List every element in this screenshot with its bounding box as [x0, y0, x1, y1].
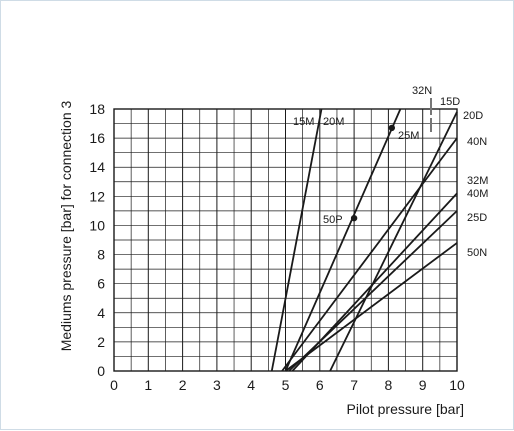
series-label: 25M	[398, 130, 419, 142]
y-tick-label: 10	[89, 217, 105, 233]
y-axis-title: Mediums pressure [bar] for connection 3	[58, 101, 74, 352]
x-tick-label: 4	[247, 377, 255, 393]
series-lines	[270, 108, 458, 372]
data-point	[388, 124, 396, 132]
series-label: 20M	[323, 116, 344, 128]
series-label: 15M	[293, 116, 314, 128]
data-point	[350, 214, 358, 222]
y-tick-label: 12	[89, 188, 105, 204]
y-tick-label: 6	[97, 276, 105, 292]
y-tick-label: 0	[97, 363, 105, 379]
series-label: 32N	[412, 85, 432, 97]
series-label: 50N	[467, 247, 487, 259]
x-tick-label: 7	[350, 377, 358, 393]
series-line	[270, 108, 323, 372]
x-tick-label: 3	[213, 377, 221, 393]
x-tick-label: 6	[316, 377, 324, 393]
y-tick-label: 14	[89, 159, 105, 175]
series-label: 20D	[463, 110, 483, 122]
y-tick-label: 16	[89, 130, 105, 146]
x-axis-title: Pilot pressure [bar]	[347, 401, 465, 417]
y-tick-label: 2	[97, 334, 105, 350]
y-tick-label: 4	[97, 305, 105, 321]
series-line	[329, 111, 458, 372]
y-tick-label: 8	[97, 247, 105, 263]
x-tick-label: 2	[179, 377, 187, 393]
x-tick-label: 9	[419, 377, 427, 393]
x-tick-label: 10	[449, 377, 465, 393]
series-label: 40N	[467, 136, 487, 148]
x-tick-label: 8	[385, 377, 393, 393]
y-tick-label: 18	[89, 101, 105, 117]
series-line	[288, 210, 458, 372]
series-label: 32M	[467, 175, 488, 187]
series-label: 40M	[467, 188, 488, 200]
x-tick-label: 1	[144, 377, 152, 393]
x-tick-label: 0	[110, 377, 118, 393]
series-line	[284, 242, 458, 372]
series-label: 50P	[323, 214, 343, 226]
series-label: 15D	[440, 96, 460, 108]
series-line	[281, 137, 458, 372]
series-line	[284, 108, 402, 372]
grid	[113, 108, 458, 372]
x-tick-label: 5	[282, 377, 290, 393]
series-label: 25D	[467, 212, 487, 224]
